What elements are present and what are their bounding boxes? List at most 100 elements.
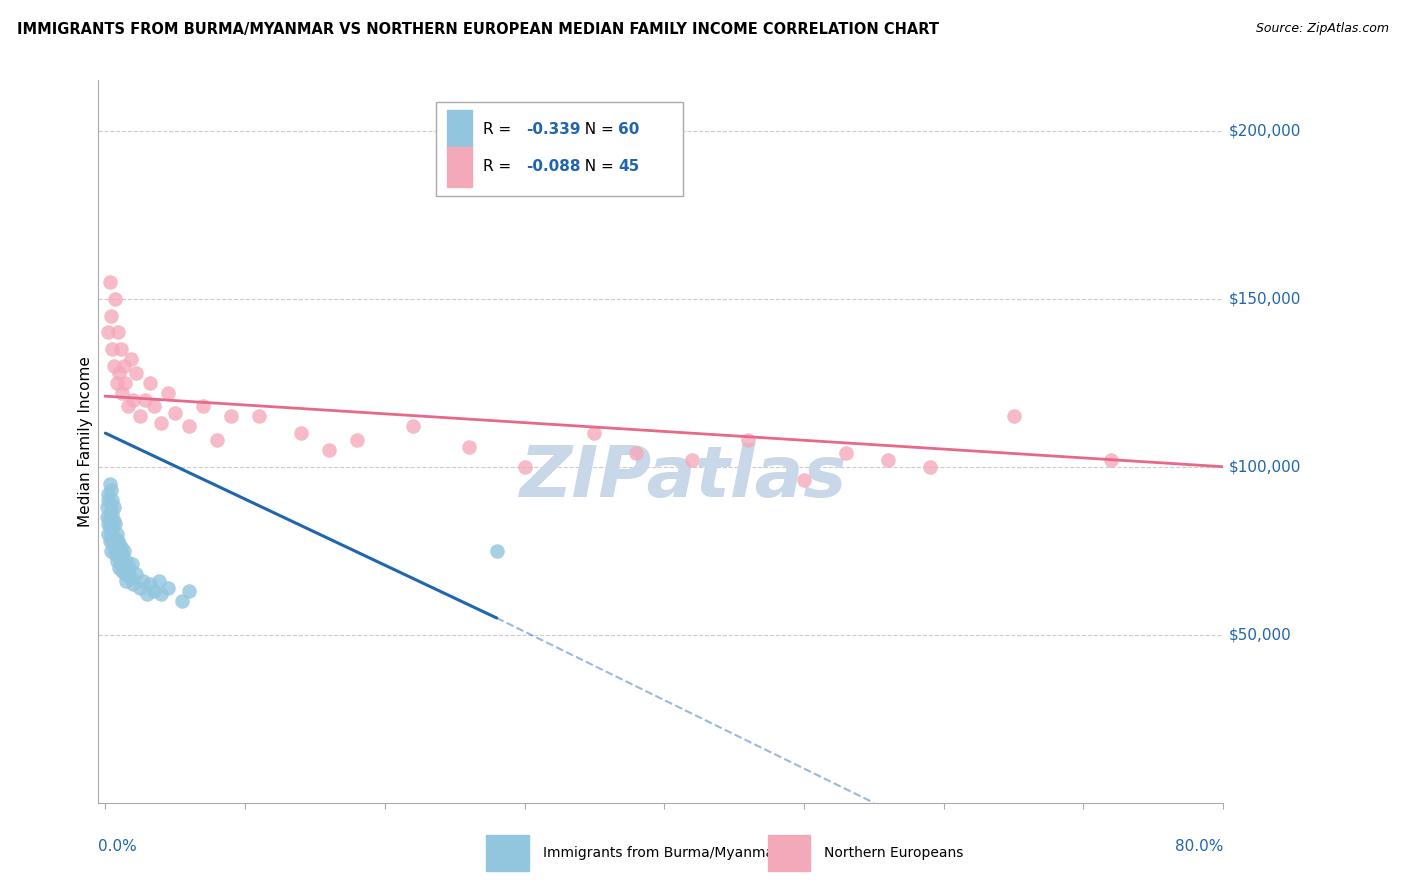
Point <box>121 558 143 572</box>
Point <box>107 533 129 548</box>
Point <box>98 510 121 524</box>
Point <box>97 493 120 508</box>
Point <box>97 527 120 541</box>
FancyBboxPatch shape <box>447 110 472 149</box>
Point <box>148 574 170 588</box>
Point <box>98 533 121 548</box>
Point <box>1099 453 1122 467</box>
Point <box>513 459 536 474</box>
Point <box>114 376 136 390</box>
Point <box>101 533 124 548</box>
Point <box>1002 409 1025 424</box>
Point <box>143 399 166 413</box>
Point <box>105 541 128 555</box>
Point <box>101 342 124 356</box>
Point <box>114 567 136 582</box>
Point <box>835 446 858 460</box>
Point <box>117 399 139 413</box>
Text: $100,000: $100,000 <box>1229 459 1301 475</box>
Point <box>737 433 759 447</box>
Text: 0.0%: 0.0% <box>98 838 138 854</box>
Point <box>681 453 703 467</box>
Point <box>112 543 135 558</box>
Point <box>103 359 125 373</box>
Point <box>108 537 131 551</box>
Point <box>125 366 148 380</box>
Text: $50,000: $50,000 <box>1229 627 1292 642</box>
Point <box>111 547 134 561</box>
Text: $200,000: $200,000 <box>1229 123 1301 138</box>
Text: IMMIGRANTS FROM BURMA/MYANMAR VS NORTHERN EUROPEAN MEDIAN FAMILY INCOME CORRELAT: IMMIGRANTS FROM BURMA/MYANMAR VS NORTHER… <box>17 22 939 37</box>
Text: 80.0%: 80.0% <box>1175 838 1223 854</box>
Point <box>100 503 122 517</box>
Point <box>122 577 145 591</box>
FancyBboxPatch shape <box>486 835 529 871</box>
Point <box>108 560 131 574</box>
Point <box>105 554 128 568</box>
Point <box>97 486 120 500</box>
Point <box>247 409 270 424</box>
Point <box>793 473 815 487</box>
Point <box>104 547 127 561</box>
Point <box>104 516 127 531</box>
Point <box>112 359 135 373</box>
Point <box>125 567 148 582</box>
Point <box>100 483 122 498</box>
Y-axis label: Median Family Income: Median Family Income <box>77 356 93 527</box>
Point <box>115 574 138 588</box>
Point <box>318 442 340 457</box>
FancyBboxPatch shape <box>447 147 472 186</box>
Point <box>105 527 128 541</box>
Point <box>100 543 122 558</box>
Point <box>118 560 141 574</box>
Point <box>132 574 155 588</box>
Point <box>110 342 132 356</box>
Point <box>485 543 508 558</box>
Text: Northern Europeans: Northern Europeans <box>824 847 963 861</box>
Point <box>103 541 125 555</box>
Point <box>97 516 120 531</box>
Point <box>219 409 242 424</box>
Text: Source: ZipAtlas.com: Source: ZipAtlas.com <box>1256 22 1389 36</box>
Point <box>108 366 131 380</box>
Point <box>103 500 125 514</box>
Text: 60: 60 <box>619 122 640 136</box>
Point <box>150 416 173 430</box>
Point <box>129 581 152 595</box>
Point <box>165 406 187 420</box>
Point <box>111 385 134 400</box>
Point <box>205 433 228 447</box>
Point <box>103 530 125 544</box>
Text: R =: R = <box>484 122 516 136</box>
Point <box>583 426 606 441</box>
Text: N =: N = <box>575 160 619 175</box>
Point <box>626 446 648 460</box>
Point <box>101 507 124 521</box>
Text: -0.339: -0.339 <box>526 122 581 136</box>
Point <box>107 326 129 340</box>
Point <box>172 594 194 608</box>
FancyBboxPatch shape <box>768 835 810 871</box>
Point <box>120 352 142 367</box>
Point <box>117 567 139 582</box>
Point <box>157 581 180 595</box>
Point <box>129 409 152 424</box>
Point <box>98 476 121 491</box>
Point <box>134 392 156 407</box>
Point <box>150 587 173 601</box>
Point <box>346 433 368 447</box>
Point <box>112 560 135 574</box>
Point <box>457 440 479 454</box>
Point <box>290 426 312 441</box>
Text: R =: R = <box>484 160 516 175</box>
Point <box>139 577 162 591</box>
Point <box>104 533 127 548</box>
Point <box>136 587 159 601</box>
Point <box>101 520 124 534</box>
Point <box>120 571 142 585</box>
Point <box>122 392 145 407</box>
Point <box>96 500 118 514</box>
Text: $150,000: $150,000 <box>1229 291 1301 306</box>
Point <box>918 459 941 474</box>
Text: 45: 45 <box>619 160 640 175</box>
